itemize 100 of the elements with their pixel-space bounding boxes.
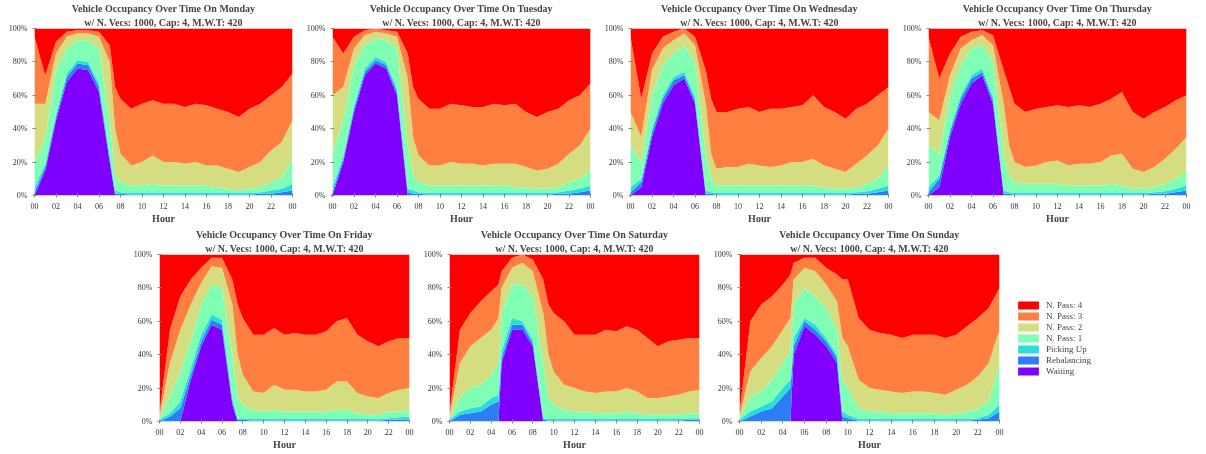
y-tick-label: 20% <box>906 157 922 167</box>
x-tick-label: 06 <box>508 427 516 437</box>
x-tick-label: 18 <box>633 427 641 437</box>
chart-title: Vehicle Occupancy Over Time On Saturday <box>480 228 668 240</box>
x-tick-label: 14 <box>181 201 189 211</box>
x-axis-title: Hour <box>152 212 176 224</box>
y-tick-label: 100% <box>902 24 922 33</box>
y-tick-label: 20% <box>427 383 443 393</box>
y-tick-label: 100% <box>306 24 326 33</box>
x-tick-label: 16 <box>1096 201 1105 211</box>
x-tick-label: 06 <box>989 201 997 211</box>
y-tick-label: 20% <box>137 383 153 393</box>
x-tick-label: 02 <box>757 427 766 437</box>
x-tick-label: 10 <box>259 427 268 437</box>
legend-label: N. Pass: 2 <box>1046 321 1083 332</box>
legend-label: N. Pass: 4 <box>1046 299 1083 310</box>
x-tick-label: 18 <box>343 427 351 437</box>
x-tick-label: 06 <box>95 201 103 211</box>
y-tick-label: 40% <box>717 350 733 360</box>
x-tick-label: 06 <box>393 201 401 211</box>
y-tick-label: 0% <box>612 191 624 200</box>
x-tick-label: 16 <box>908 427 917 437</box>
x-tick-label: 14 <box>887 427 896 437</box>
x-tick-label: 14 <box>479 201 487 211</box>
x-tick-label: 20 <box>1139 201 1148 211</box>
x-axis-title: Hour <box>563 438 587 450</box>
x-tick-label: 10 <box>436 201 444 211</box>
y-tick-label: 80% <box>12 57 28 67</box>
x-tick-label: 00 <box>884 201 893 211</box>
x-tick-label: 00 <box>445 427 454 437</box>
y-tick-label: 80% <box>310 57 326 67</box>
chart-subtitle: w/ N. Vecs: 1000, Cap: 4, M.W.T: 420 <box>382 16 541 28</box>
chart-title: Vehicle Occupancy Over Time On Sunday <box>779 228 960 240</box>
y-tick-label: 60% <box>137 316 153 326</box>
chart-subtitle: w/ N. Vecs: 1000, Cap: 4, M.W.T: 420 <box>790 242 949 254</box>
x-tick-label: 04 <box>371 201 380 211</box>
x-tick-label: 02 <box>176 427 185 437</box>
y-tick-label: 40% <box>310 124 326 134</box>
x-tick-label: 00 <box>155 427 164 437</box>
y-tick-label: 80% <box>906 57 922 67</box>
legend-label: Picking Up <box>1046 343 1087 354</box>
y-tick-label: 40% <box>427 350 443 360</box>
x-tick-label: 14 <box>777 201 785 211</box>
x-tick-label: 00 <box>586 201 595 211</box>
legend-label: N. Pass: 3 <box>1046 310 1083 321</box>
x-tick-label: 20 <box>245 201 254 211</box>
x-tick-label: 00 <box>30 201 39 211</box>
legend-label: Rebalancing <box>1046 354 1091 365</box>
y-tick-label: 100% <box>423 250 443 259</box>
x-tick-label: 22 <box>565 201 573 211</box>
x-axis-title: Hour <box>273 438 297 450</box>
y-tick-label: 60% <box>608 90 624 100</box>
x-tick-label: 22 <box>267 201 275 211</box>
x-tick-label: 04 <box>669 201 678 211</box>
x-tick-label: 10 <box>843 427 852 437</box>
x-tick-label: 18 <box>224 201 232 211</box>
y-tick-label: 40% <box>12 124 28 134</box>
x-tick-label: 00 <box>924 201 933 211</box>
x-tick-label: 20 <box>952 427 961 437</box>
y-tick-label: 60% <box>427 316 443 326</box>
x-tick-label: 10 <box>1032 201 1040 211</box>
x-tick-label: 22 <box>674 427 683 437</box>
x-axis-title: Hour <box>858 438 882 450</box>
y-tick-label: 0% <box>431 417 443 426</box>
chart-title: Vehicle Occupancy Over Time On Tuesday <box>369 2 553 14</box>
y-tick-label: 40% <box>906 124 922 134</box>
y-tick-label: 20% <box>310 157 326 167</box>
x-tick-label: 10 <box>734 201 742 211</box>
legend-label: N. Pass: 1 <box>1046 332 1083 343</box>
y-tick-label: 100% <box>133 250 153 259</box>
x-tick-label: 00 <box>626 201 635 211</box>
y-tick-label: 0% <box>910 191 922 200</box>
x-tick-label: 12 <box>1053 201 1062 211</box>
x-tick-label: 00 <box>288 201 297 211</box>
y-tick-label: 100% <box>713 250 733 259</box>
y-tick-label: 40% <box>137 350 153 360</box>
x-tick-label: 10 <box>138 201 146 211</box>
x-tick-label: 22 <box>863 201 871 211</box>
x-tick-label: 04 <box>967 201 976 211</box>
y-tick-label: 0% <box>314 191 326 200</box>
x-tick-label: 18 <box>930 427 939 437</box>
x-tick-label: 22 <box>1161 201 1169 211</box>
y-tick-label: 0% <box>141 417 153 426</box>
x-tick-label: 12 <box>457 201 466 211</box>
y-tick-label: 60% <box>906 90 922 100</box>
x-tick-label: 06 <box>691 201 699 211</box>
x-tick-label: 12 <box>280 427 289 437</box>
y-tick-label: 80% <box>427 283 443 293</box>
y-tick-label: 100% <box>604 24 624 33</box>
x-tick-label: 12 <box>159 201 168 211</box>
x-tick-label: 20 <box>363 427 372 437</box>
chart-subtitle: w/ N. Vecs: 1000, Cap: 4, M.W.T: 420 <box>84 16 243 28</box>
x-tick-label: 16 <box>798 201 807 211</box>
chart-title: Vehicle Occupancy Over Time On Wednesday <box>661 2 858 14</box>
x-tick-label: 18 <box>522 201 530 211</box>
x-tick-label: 04 <box>73 201 82 211</box>
y-tick-label: 80% <box>137 283 153 293</box>
y-tick-label: 20% <box>12 157 28 167</box>
x-tick-label: 08 <box>238 427 247 437</box>
x-tick-label: 06 <box>800 427 809 437</box>
